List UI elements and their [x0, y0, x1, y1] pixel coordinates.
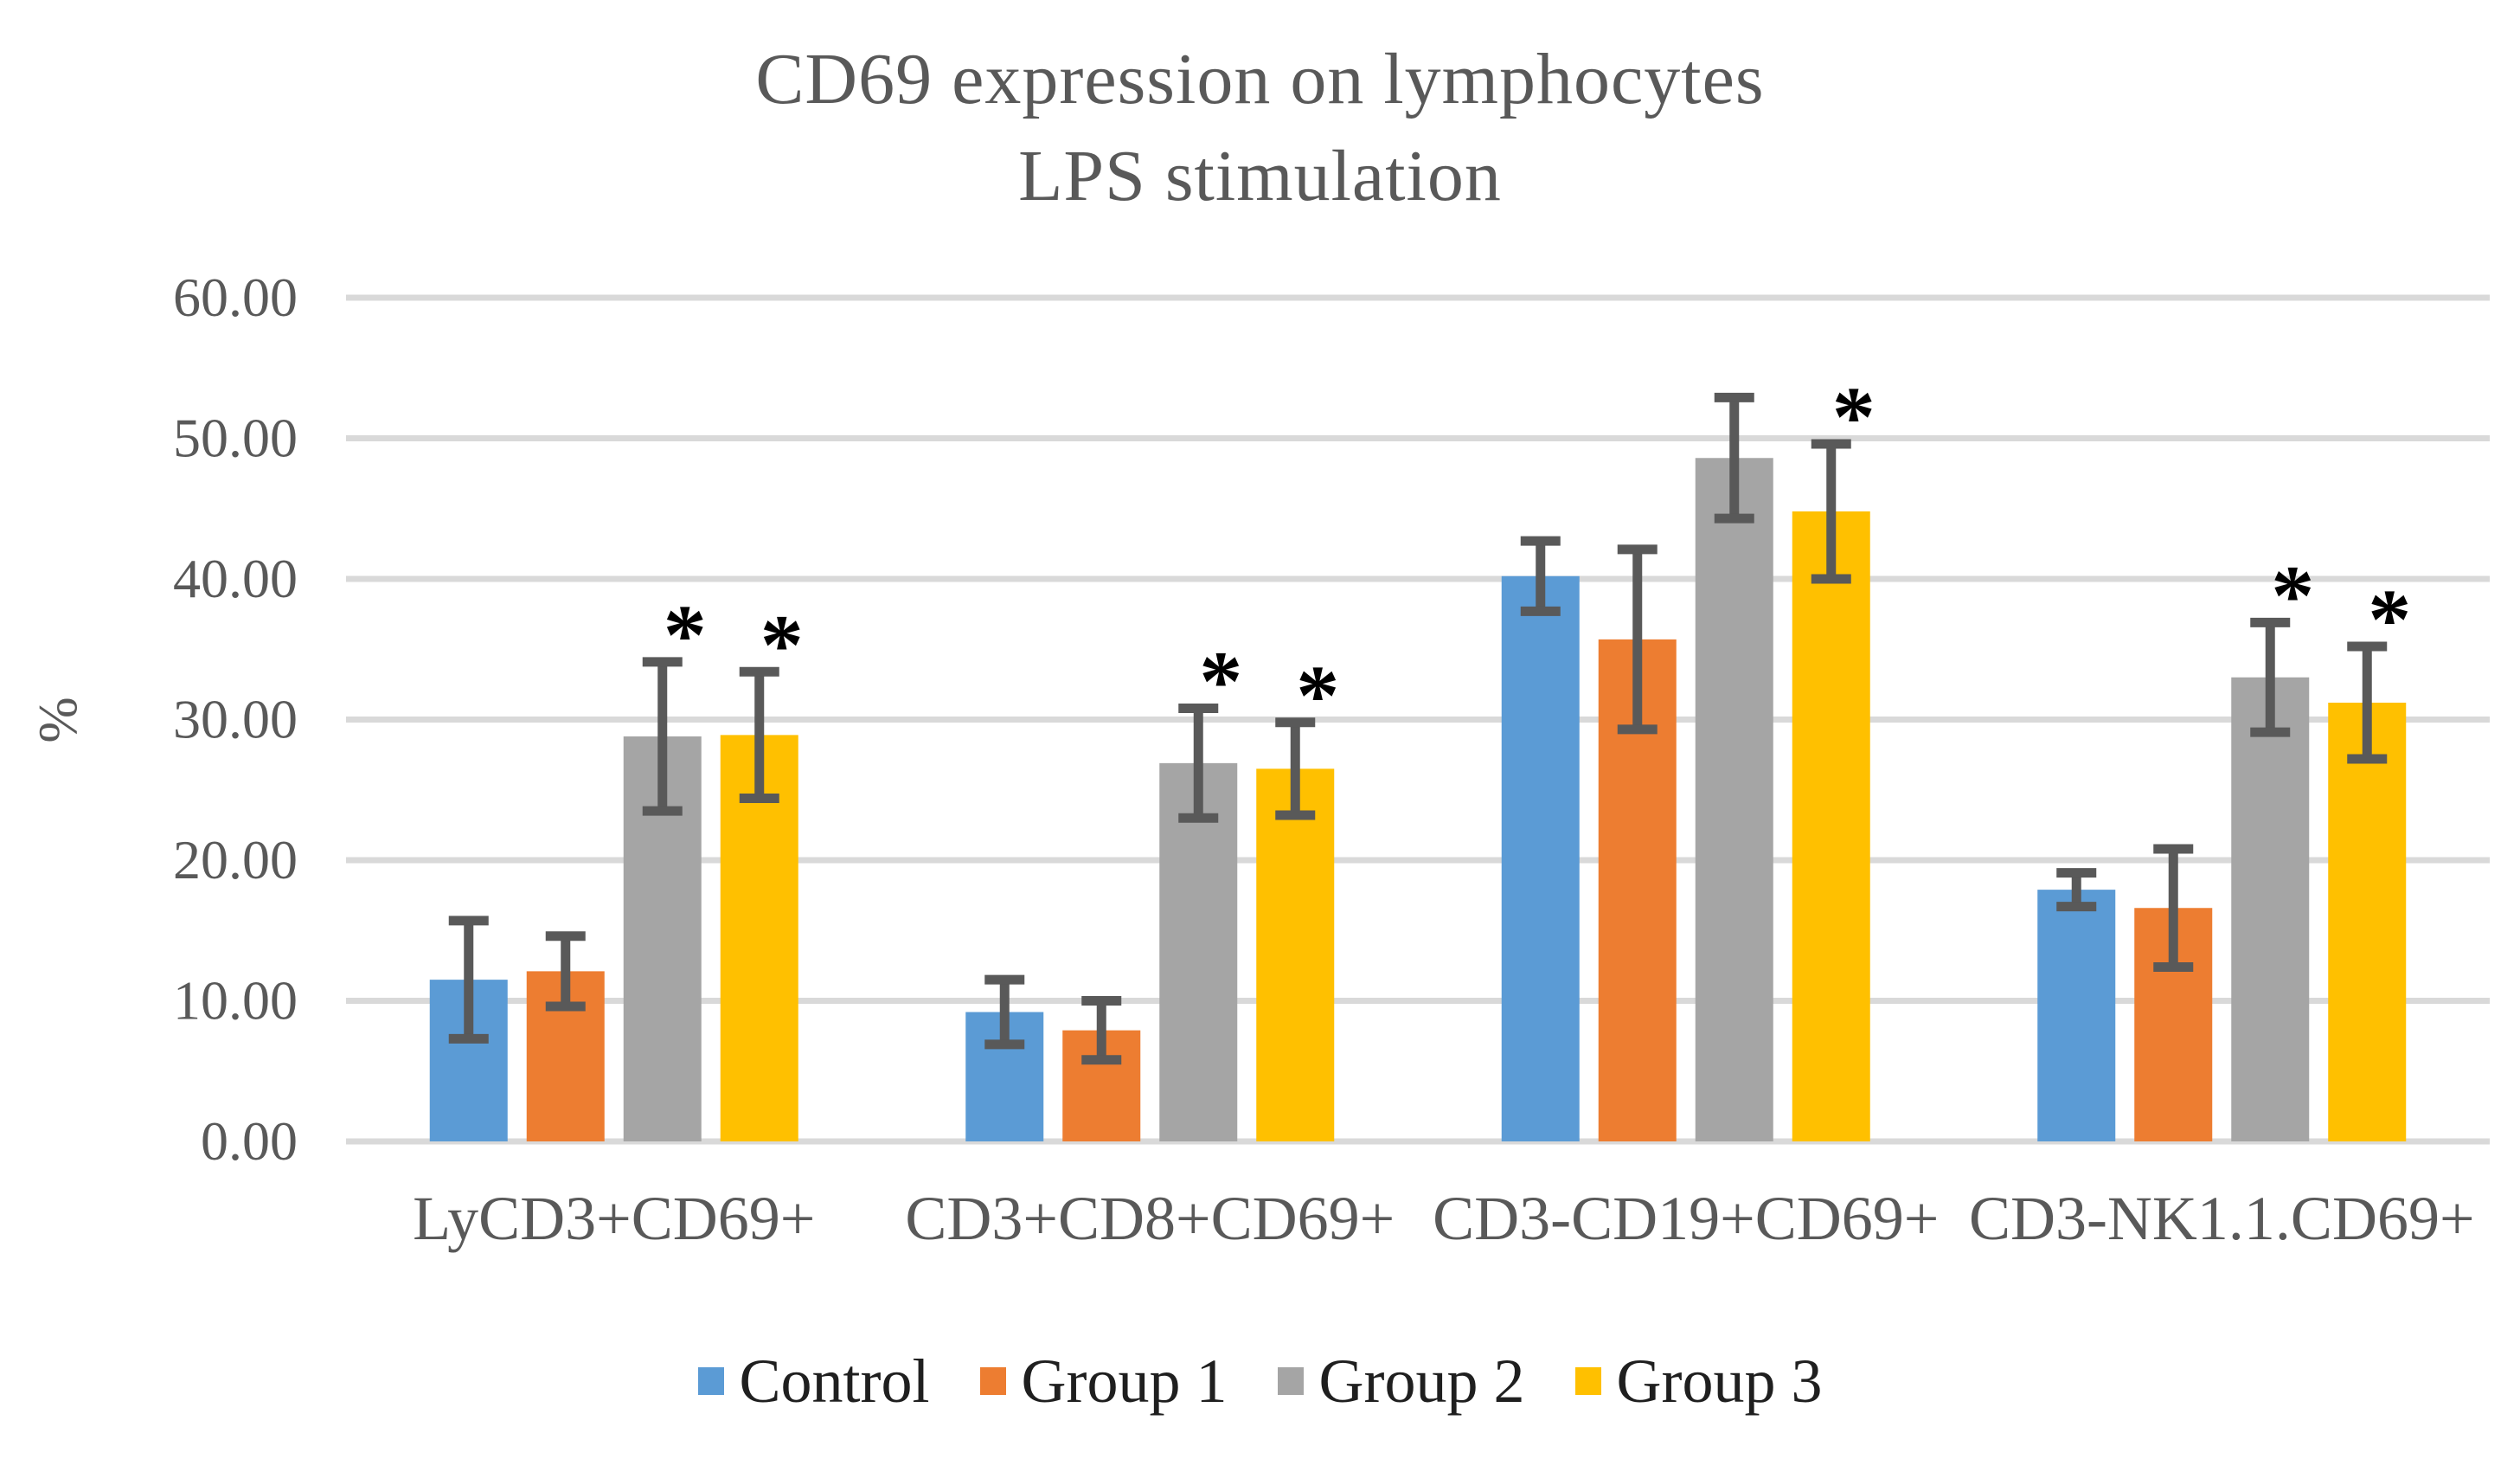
y-tick-label: 10.00 — [173, 970, 298, 1032]
significance-asterisk: * — [664, 587, 707, 683]
significance-asterisk: * — [1296, 647, 1339, 743]
legend-label: Group 3 — [1616, 1347, 1823, 1416]
bar — [1792, 511, 1870, 1141]
bar — [2231, 677, 2310, 1141]
bar — [1256, 768, 1335, 1141]
legend-item: Group 1 — [979, 1347, 1228, 1416]
bar — [2328, 703, 2407, 1141]
x-category-labels: LyCD3+CD69+ CD3+CD8+CD69+ CD3-CD19+CD69+ CD… — [413, 1184, 2474, 1253]
bar — [2037, 890, 2116, 1141]
legend-label: Group 2 — [1318, 1347, 1525, 1416]
legend-label: Control — [739, 1347, 930, 1416]
legend: Control Group 1 Group 2 Group 3 — [0, 1350, 2520, 1412]
significance-asterisk: * — [2368, 571, 2411, 667]
legend-swatch — [1574, 1367, 1601, 1395]
x-category-label: CD3-CD19+CD69+ — [1433, 1184, 1939, 1253]
y-tick-label: 60.00 — [173, 267, 298, 328]
bars — [429, 458, 2407, 1141]
significance-asterisk: * — [1832, 369, 1876, 465]
significance-asterisk: * — [1199, 633, 1242, 730]
legend-swatch — [1277, 1367, 1304, 1395]
legend-swatch — [697, 1367, 724, 1395]
legend-label: Group 1 — [1021, 1347, 1228, 1416]
bar — [1695, 458, 1773, 1141]
chart-title-line1: CD69 expression on lymphocytes — [755, 39, 1765, 119]
chart-title-line2: LPS stimulation — [1018, 136, 1502, 216]
legend-item: Control — [697, 1347, 930, 1416]
gridlines — [346, 294, 2490, 1145]
y-tick-label: 40.00 — [173, 548, 298, 609]
y-axis-title: % — [27, 697, 88, 742]
y-tick-label: 20.00 — [173, 829, 298, 890]
y-tick-label: 0.00 — [201, 1110, 298, 1172]
y-tick-labels: 0.00 10.00 20.00 30.00 40.00 50.00 60.00 — [173, 267, 298, 1172]
x-category-label: CD3+CD8+CD69+ — [905, 1184, 1395, 1253]
chart-title: CD69 expression on lymphocytes LPS stimu… — [0, 31, 2520, 225]
y-tick-label: 30.00 — [173, 689, 298, 750]
error-bars — [448, 392, 2388, 1065]
x-category-label: CD3-NK1.1.CD69+ — [1969, 1184, 2475, 1253]
legend-swatch — [979, 1367, 1006, 1395]
x-category-label: LyCD3+CD69+ — [413, 1184, 815, 1253]
bar — [1501, 575, 1580, 1141]
significance-asterisk: * — [760, 596, 804, 692]
y-tick-label: 50.00 — [173, 408, 298, 469]
legend-item: Group 3 — [1574, 1347, 1823, 1416]
bar — [1159, 762, 1238, 1141]
significance-asterisks: * * * * * * * — [664, 369, 2412, 743]
legend-item: Group 2 — [1277, 1347, 1525, 1416]
significance-asterisk: * — [2271, 547, 2314, 643]
